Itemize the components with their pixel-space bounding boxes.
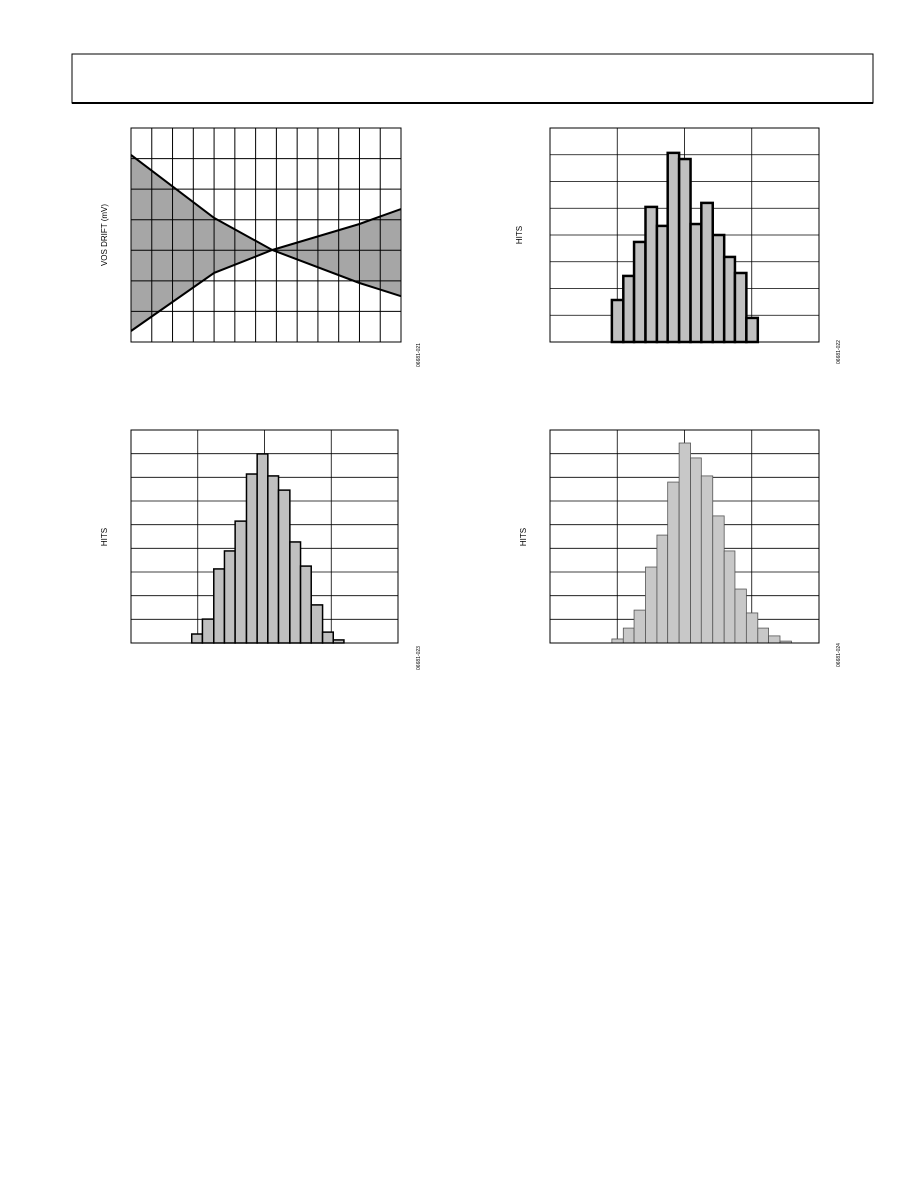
plot-frame xyxy=(549,429,820,644)
header-box xyxy=(71,53,874,104)
bar xyxy=(277,489,291,644)
bar xyxy=(666,151,681,344)
bar xyxy=(245,473,258,644)
bar xyxy=(690,457,702,644)
bar xyxy=(712,515,725,644)
bar xyxy=(611,638,624,644)
bar xyxy=(689,222,703,344)
bar xyxy=(645,566,658,644)
bar xyxy=(745,316,760,344)
bar xyxy=(655,224,669,344)
plot-frame xyxy=(130,127,402,343)
bar xyxy=(622,274,636,344)
figure-code: 06681-024 xyxy=(836,643,842,667)
bar xyxy=(256,453,269,644)
figure-code: 06681-023 xyxy=(416,646,422,670)
y-axis-label: VOS DRIFT (mV) xyxy=(100,204,109,266)
bar xyxy=(267,475,280,644)
y-axis-label: HITS xyxy=(519,528,528,546)
bar xyxy=(711,233,726,344)
bar xyxy=(757,627,769,644)
bar xyxy=(289,541,302,644)
bar xyxy=(722,255,737,344)
y-axis-label: HITS xyxy=(100,528,109,546)
bar xyxy=(678,442,691,644)
bar xyxy=(321,631,335,644)
plot-frame xyxy=(549,127,820,343)
bar xyxy=(632,240,647,344)
plot-frame xyxy=(130,429,399,644)
bar xyxy=(723,550,736,644)
bar xyxy=(190,633,204,644)
bar xyxy=(734,588,747,644)
bar xyxy=(201,618,215,644)
bar xyxy=(667,481,680,644)
bar xyxy=(700,201,714,344)
bar xyxy=(622,627,635,644)
figure-code: 06681-021 xyxy=(416,343,422,367)
fill-between xyxy=(131,154,401,331)
bar xyxy=(677,157,692,344)
bar xyxy=(644,205,659,344)
figure-code: 06681-022 xyxy=(836,340,842,364)
bar xyxy=(234,520,248,644)
bar xyxy=(610,298,625,344)
data-line xyxy=(130,208,402,332)
bar xyxy=(310,604,324,644)
bar xyxy=(733,271,748,344)
bar xyxy=(213,568,226,644)
bar xyxy=(299,565,312,644)
bar xyxy=(633,609,646,644)
bar xyxy=(700,475,714,644)
bar xyxy=(768,635,781,644)
y-axis-label: HITS xyxy=(515,226,524,244)
bar xyxy=(656,534,669,644)
bar xyxy=(745,612,759,644)
bar xyxy=(223,550,236,644)
